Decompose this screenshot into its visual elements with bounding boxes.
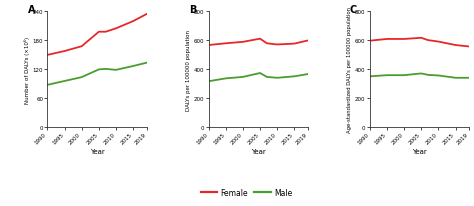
Text: A: A: [27, 5, 35, 15]
Y-axis label: DALYs per 100000 population: DALYs per 100000 population: [186, 30, 191, 110]
Text: B: B: [189, 5, 196, 15]
Legend: Female, Male: Female, Male: [198, 185, 295, 200]
Y-axis label: Number of DALYs (×10⁶): Number of DALYs (×10⁶): [24, 37, 30, 103]
X-axis label: Year: Year: [412, 148, 427, 154]
Y-axis label: Age-standardized DALYs per 100000 population: Age-standardized DALYs per 100000 popula…: [347, 7, 352, 133]
Text: C: C: [350, 5, 357, 15]
X-axis label: Year: Year: [251, 148, 266, 154]
X-axis label: Year: Year: [90, 148, 105, 154]
